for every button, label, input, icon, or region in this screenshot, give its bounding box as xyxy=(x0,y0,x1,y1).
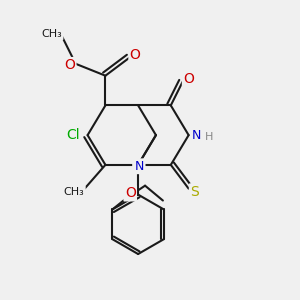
Text: S: S xyxy=(190,184,199,199)
Text: CH₃: CH₃ xyxy=(64,187,85,196)
Text: Cl: Cl xyxy=(66,128,80,142)
Text: O: O xyxy=(125,186,136,200)
Text: H: H xyxy=(205,132,213,142)
Text: O: O xyxy=(130,48,141,62)
Text: CH₃: CH₃ xyxy=(41,29,62,39)
Text: N: N xyxy=(192,129,201,142)
Text: O: O xyxy=(183,72,194,86)
Text: N: N xyxy=(135,160,144,173)
Text: N: N xyxy=(134,160,143,173)
Text: O: O xyxy=(64,58,75,72)
